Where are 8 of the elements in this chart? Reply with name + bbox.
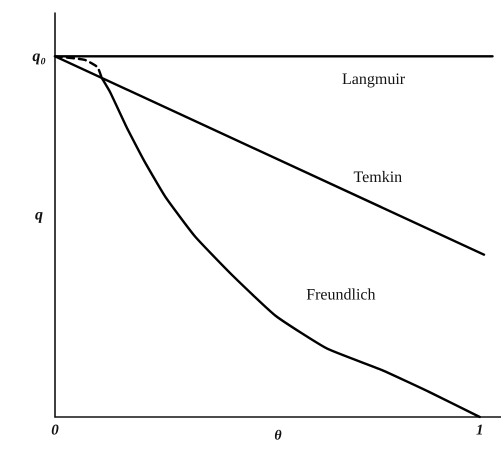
x-tick-label: 0 (51, 422, 60, 438)
annotation: q₀ (32, 48, 46, 65)
x-axis-title: θ (274, 428, 282, 444)
series-label: Langmuir (342, 70, 406, 88)
y-axis-title: q (35, 206, 43, 224)
series-label: Temkin (353, 169, 402, 186)
x-tick-label: 1 (476, 422, 484, 438)
series-label: Freundlich (306, 286, 376, 304)
